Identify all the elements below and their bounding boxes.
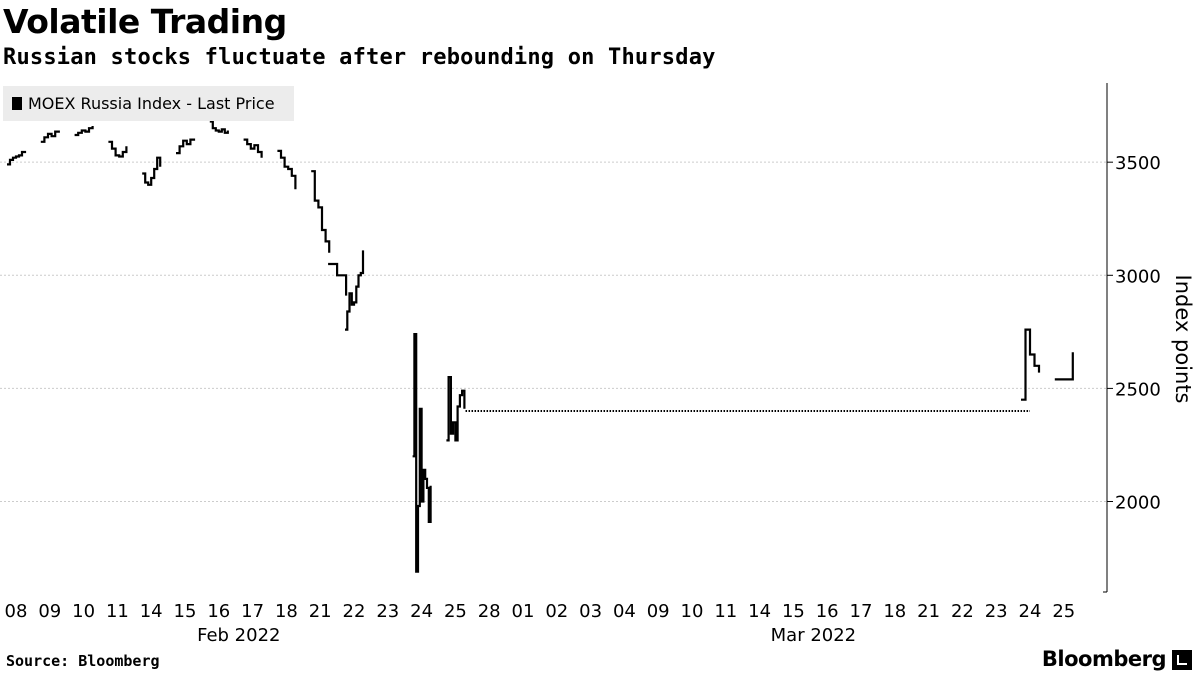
series-segment xyxy=(40,130,60,143)
y-tick-label: 3500 xyxy=(1115,153,1161,174)
series-segment xyxy=(311,170,331,253)
series-segment xyxy=(1054,352,1074,381)
x-tick-label: 21 xyxy=(309,601,332,622)
x-tick-label: 18 xyxy=(275,601,298,622)
x-tick-label: 18 xyxy=(883,601,906,622)
x-tick-label: 17 xyxy=(241,601,264,622)
x-tick-label: 10 xyxy=(681,601,704,622)
series-segment xyxy=(209,120,229,134)
series-segment xyxy=(277,149,297,190)
x-tick-label: 23 xyxy=(376,601,399,622)
series-segment xyxy=(108,140,128,158)
x-tick-label: 22 xyxy=(951,601,974,622)
x-tick-label: 16 xyxy=(207,601,230,622)
x-month-label: Feb 2022 xyxy=(197,625,280,646)
x-tick-label: 22 xyxy=(343,601,366,622)
series-segment xyxy=(446,376,466,442)
x-tick-label: 02 xyxy=(545,601,568,622)
series-segment xyxy=(345,250,365,331)
y-tick-label: 2000 xyxy=(1115,493,1161,514)
source-note: Source: Bloomberg xyxy=(6,652,160,670)
x-tick-label: 15 xyxy=(174,601,197,622)
x-tick-label: 23 xyxy=(985,601,1008,622)
y-tick-label: 2500 xyxy=(1115,379,1161,400)
series-segment xyxy=(7,150,27,166)
x-month-label: Mar 2022 xyxy=(771,625,857,646)
chart-title: Volatile Trading xyxy=(3,2,287,41)
x-tick-label: 14 xyxy=(140,601,163,622)
series-segment xyxy=(142,156,162,186)
legend-label: MOEX Russia Index - Last Price xyxy=(28,94,275,113)
x-tick-label: 24 xyxy=(1019,601,1042,622)
x-tick-label: 10 xyxy=(72,601,95,622)
chart-subtitle: Russian stocks fluctuate after reboundin… xyxy=(3,45,716,70)
x-tick-label: 04 xyxy=(613,601,636,622)
series-segment xyxy=(328,262,348,296)
series-segment xyxy=(74,126,94,137)
x-tick-label: 24 xyxy=(410,601,433,622)
x-tick-label: 15 xyxy=(782,601,805,622)
x-tick-label: 25 xyxy=(444,601,467,622)
bloomberg-terminal-icon xyxy=(1172,650,1192,670)
series-segment xyxy=(243,138,263,158)
x-tick-label: 14 xyxy=(748,601,771,622)
y-tick-label: 3000 xyxy=(1115,266,1161,287)
x-tick-label: 08 xyxy=(5,601,28,622)
x-tick-label: 09 xyxy=(38,601,61,622)
x-tick-label: 09 xyxy=(647,601,670,622)
x-tick-label: 16 xyxy=(816,601,839,622)
x-tick-label: 28 xyxy=(478,601,501,622)
brand-wordmark: Bloomberg xyxy=(1041,647,1167,671)
series-segment xyxy=(1021,328,1041,401)
series-moex xyxy=(7,120,1074,573)
series-segment xyxy=(176,138,196,155)
x-tick-label: 11 xyxy=(714,601,737,622)
x-tick-label: 01 xyxy=(512,601,535,622)
legend: MOEX Russia Index - Last Price xyxy=(3,86,294,121)
x-tick-label: 03 xyxy=(579,601,602,622)
y-axis-title: Index points xyxy=(1171,275,1195,404)
x-tick-label: 25 xyxy=(1052,601,1075,622)
legend-swatch xyxy=(12,97,22,110)
x-tick-label: 21 xyxy=(917,601,940,622)
series-segment xyxy=(412,333,432,573)
x-tick-label: 17 xyxy=(850,601,873,622)
x-tick-label: 11 xyxy=(106,601,129,622)
